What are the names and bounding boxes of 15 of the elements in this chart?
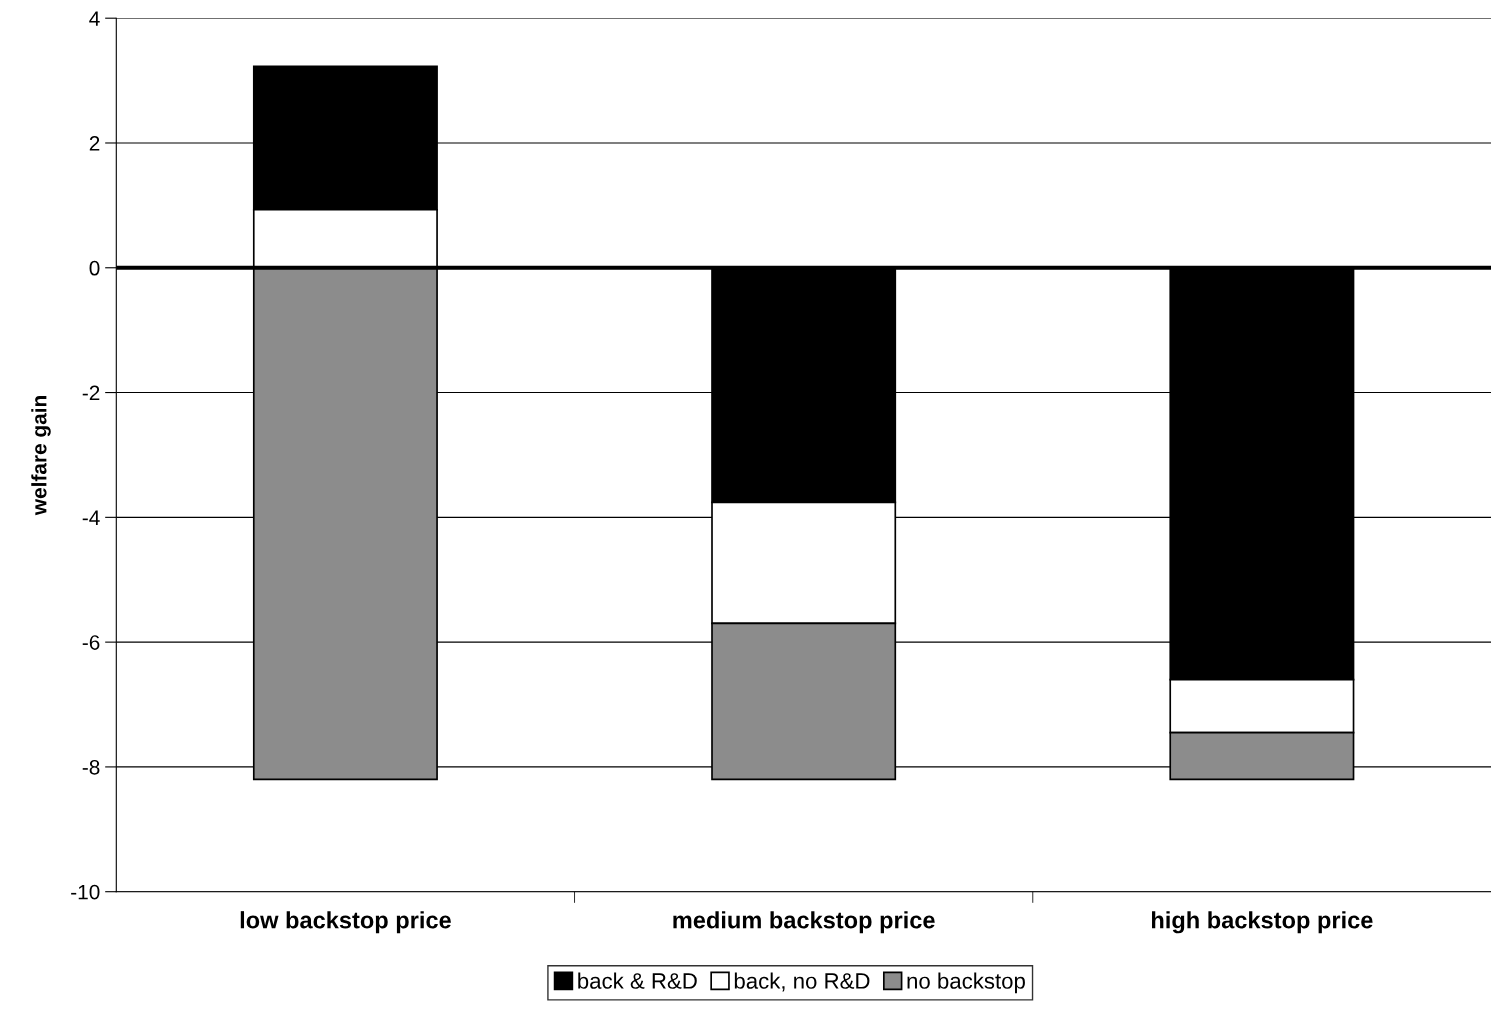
y-tick-label: -4: [82, 510, 100, 525]
y-tick-label: -2: [82, 385, 100, 401]
y-tick-label: 0: [89, 260, 100, 276]
y-tick-label: 2: [89, 135, 100, 151]
legend-label: no backstop: [907, 972, 1025, 994]
legend-label: back, no R&D: [734, 972, 870, 992]
y-tick-label: -8: [82, 759, 100, 775]
y-tick-label: 4: [89, 11, 100, 26]
x-tick-label: high backstop price: [1152, 911, 1373, 934]
x-tick-label: low backstop price: [240, 911, 451, 934]
y-axis-title: welfare gain: [31, 396, 51, 516]
y-tick-label: -6: [82, 635, 100, 650]
y-tick-label: -10: [71, 884, 100, 900]
legend-label: back & R&D: [578, 972, 697, 989]
x-tick-label: medium backstop price: [673, 911, 935, 934]
